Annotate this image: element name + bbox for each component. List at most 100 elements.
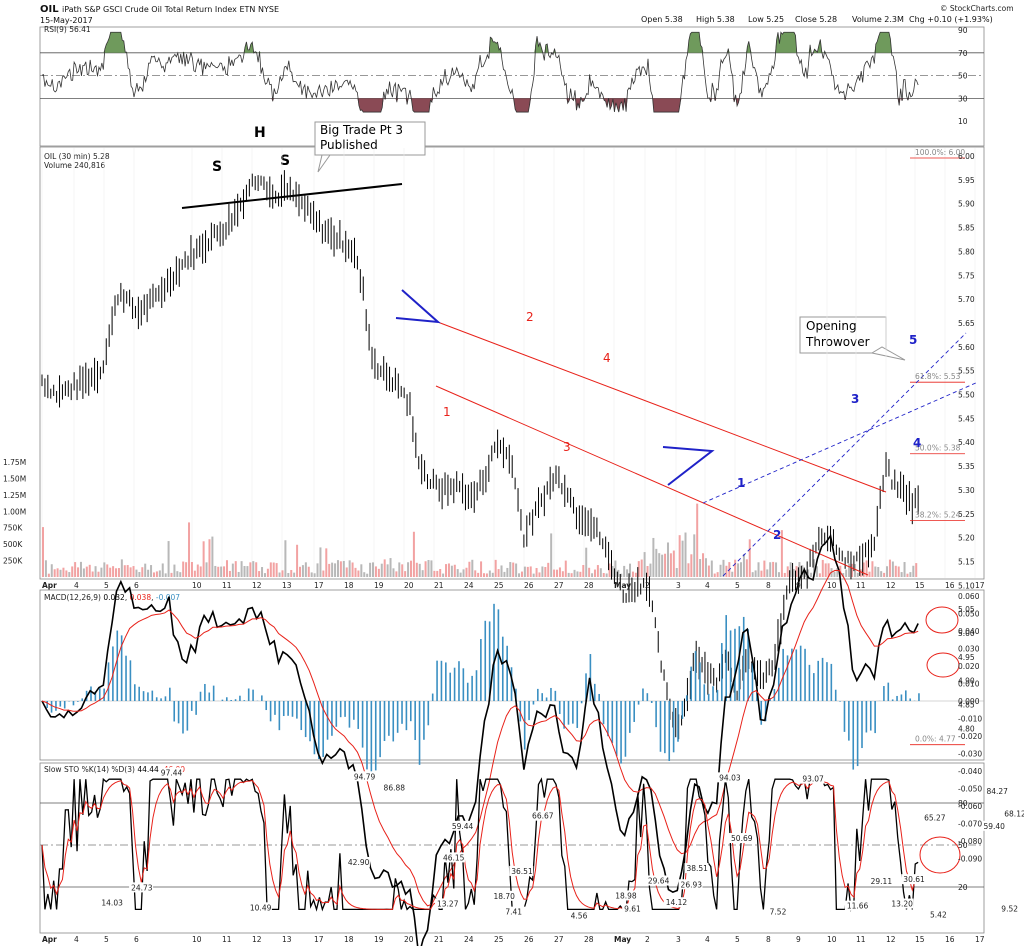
macd-histogram-bar: [572, 701, 574, 724]
macd-histogram-bar: [699, 662, 701, 701]
volume-bar: [202, 541, 205, 577]
volume-bar: [380, 563, 383, 577]
sto-value-label: 11.66: [847, 902, 869, 911]
macd-histogram-bar: [620, 701, 622, 764]
price-tick-label: 5.65: [958, 319, 975, 328]
x-tick-label-sto: 20: [404, 935, 414, 944]
sto-value-label: 14.12: [666, 898, 688, 907]
volume-bar: [480, 561, 483, 577]
volume-bar: [634, 572, 637, 577]
volume-bar: [445, 564, 448, 577]
volume-bar: [56, 568, 59, 577]
macd-histogram-bar: [506, 645, 508, 701]
sto-value-label: 29.64: [648, 877, 670, 886]
volume-bar: [556, 569, 559, 577]
volume-bar: [296, 544, 299, 577]
sto-value-label-bg: [889, 898, 914, 909]
exchange: NYSE: [258, 5, 279, 14]
macd-histogram-bar: [532, 701, 535, 705]
volume-bar: [135, 569, 138, 577]
macd-histogram-bar: [528, 701, 530, 721]
sto-k-line: [41, 777, 919, 912]
volume-bar: [588, 567, 591, 577]
price-tick-label: 5.85: [958, 224, 975, 233]
volume-bar: [161, 563, 164, 577]
price-tick-label: 5.30: [958, 486, 975, 495]
volume-bar: [655, 548, 658, 577]
macd-label: MACD(12,26,9) 0.032, 0.038, -0.007: [44, 593, 180, 602]
sto-value-label: 36.51: [511, 867, 533, 876]
volume-bar: [818, 573, 821, 577]
volume-bar: [144, 563, 147, 577]
volume-bar: [100, 567, 103, 577]
volume-bar: [246, 566, 249, 577]
macd-histogram-bar: [164, 696, 167, 701]
macd-histogram-bar: [593, 683, 596, 701]
macd-histogram-bar: [471, 675, 473, 701]
volume-bar: [891, 561, 894, 577]
volume-bar: [228, 570, 231, 577]
macd-histogram-bar: [909, 698, 911, 701]
volume-bar: [874, 566, 877, 577]
volume-bar: [182, 561, 185, 577]
volume-bar: [74, 562, 77, 577]
fib-label: 50.0%: 5.38: [915, 444, 961, 453]
volume-bar: [450, 565, 453, 577]
rsi-tick-label: 70: [958, 49, 968, 58]
macd-histogram-bar: [629, 701, 631, 733]
volume-bar: [290, 569, 293, 577]
volume-bar: [643, 552, 646, 577]
macd-histogram-bar: [418, 701, 421, 765]
volume-bar: [690, 554, 693, 577]
volume-bar: [345, 567, 348, 577]
sto-value-label: 24.73: [131, 883, 153, 892]
macd-histogram-bar: [94, 691, 97, 701]
volume-bar: [392, 568, 395, 577]
sto-value-label-bg: [928, 909, 953, 920]
macd-histogram-bar: [738, 626, 741, 701]
macd-tick-label: -0.090: [958, 855, 982, 864]
sto-value-label: 59.40: [983, 822, 1005, 831]
volume-bar: [430, 560, 433, 577]
macd-histogram-bar: [501, 636, 504, 701]
volume-bar: [900, 572, 903, 577]
volume-bar: [523, 566, 526, 577]
x-tick-label-sto: 10: [827, 935, 837, 944]
sto-value-label-bg: [684, 863, 709, 874]
volume-bar: [94, 566, 97, 577]
macd-histogram-bar: [282, 701, 285, 717]
macd-histogram-bar: [357, 701, 360, 729]
volume-bar: [322, 570, 325, 577]
symbol: OIL: [40, 4, 59, 15]
sto-value-label: 86.88: [384, 783, 406, 792]
volume-bar: [605, 573, 608, 577]
volume-bar: [719, 564, 722, 577]
volume-bar: [710, 560, 713, 577]
x-tick-label-sto: 25: [494, 935, 504, 944]
macd-histogram-bar: [383, 701, 386, 741]
volume-bar: [211, 536, 214, 577]
volume-bar: [672, 550, 675, 577]
volume-bar: [541, 566, 544, 577]
volume-bar: [103, 562, 106, 577]
macd-tick-label: -0.020: [958, 732, 982, 741]
volume-bar: [909, 572, 912, 577]
volume-bar: [745, 559, 748, 577]
volume-bar: [342, 560, 345, 577]
histogram-circle: [926, 652, 960, 678]
macd-histogram-bar: [208, 692, 211, 701]
sto-value-label-bg: [984, 786, 1009, 797]
volume-bar: [813, 559, 816, 577]
macd-histogram-bar: [782, 648, 784, 701]
volume-bar: [485, 573, 488, 577]
volume-bar: [304, 562, 307, 577]
macd-histogram-bar: [786, 655, 789, 701]
volume-bar: [842, 573, 845, 577]
macd-histogram-bar: [834, 689, 837, 701]
macd-histogram-bar: [646, 693, 649, 701]
sto-value-label: 9.52: [1001, 905, 1018, 914]
price-tick-label: 5.50: [958, 391, 975, 400]
macd-histogram-bar: [313, 701, 316, 755]
x-tick-label-sto: May: [614, 935, 631, 944]
volume-bar: [856, 572, 859, 577]
